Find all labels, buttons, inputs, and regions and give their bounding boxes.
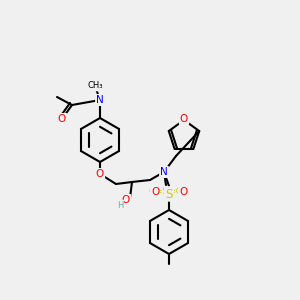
Text: O: O <box>151 187 159 197</box>
Text: N: N <box>96 95 104 105</box>
Text: CH₃: CH₃ <box>87 82 103 91</box>
Text: H: H <box>117 200 123 209</box>
Text: S: S <box>165 188 173 200</box>
Text: O: O <box>180 114 188 124</box>
Text: O=S=O: O=S=O <box>148 188 183 196</box>
Text: O: O <box>179 187 187 197</box>
Text: O: O <box>58 114 66 124</box>
Text: O: O <box>96 169 104 179</box>
Text: O: O <box>122 195 130 205</box>
Text: N: N <box>160 167 168 177</box>
